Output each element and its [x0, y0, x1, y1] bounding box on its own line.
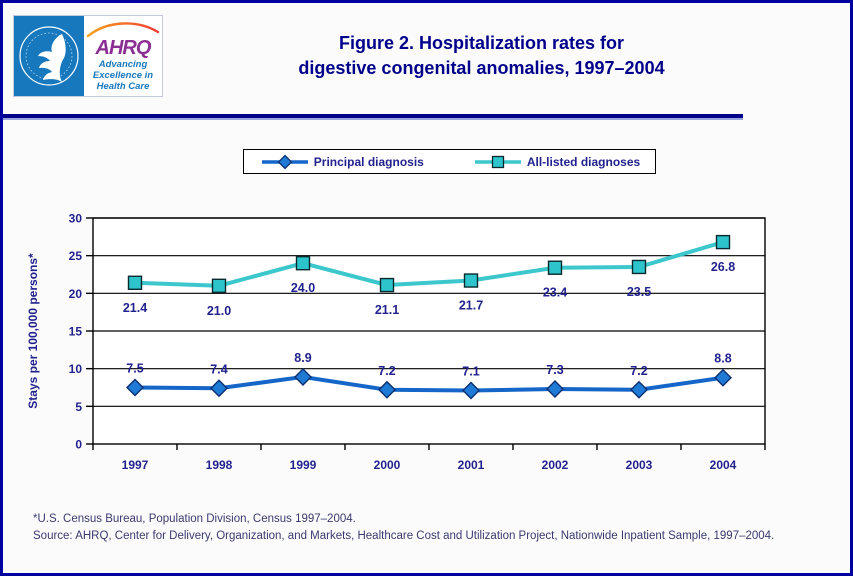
data-label: 7.4 [210, 362, 227, 376]
y-tick-label: 30 [69, 212, 83, 226]
ahrq-logo: AHRQ Advancing Excellence in Health Care [13, 15, 163, 97]
data-label: 26.8 [711, 260, 735, 274]
data-label: 7.2 [378, 364, 395, 378]
data-point-marker [379, 277, 395, 293]
y-tick-label: 15 [69, 325, 83, 339]
data-point-marker [127, 275, 143, 290]
data-label: 24.0 [291, 281, 315, 295]
y-tick-label: 10 [69, 362, 83, 376]
chart-legend: Principal diagnosis All-listed diagnoses [243, 149, 656, 174]
x-axis-label: 2002 [542, 458, 569, 472]
series-line [133, 374, 725, 393]
y-tick-label: 5 [75, 400, 82, 414]
series-line [133, 240, 725, 288]
y-tick-label: 20 [69, 287, 83, 301]
data-label: 8.9 [294, 351, 311, 365]
data-point-marker [211, 278, 227, 294]
data-point-marker [378, 380, 396, 399]
hhs-eagle-icon [19, 26, 79, 86]
data-label: 21.0 [207, 304, 231, 318]
data-label: 23.5 [627, 285, 651, 299]
footnote-census: *U.S. Census Bureau, Population Division… [33, 513, 356, 525]
x-axis-label: 2000 [374, 458, 401, 472]
legend-square-marker-icon [474, 155, 521, 168]
legend-label-principal: Principal diagnosis [313, 154, 424, 169]
x-axis-label: 2003 [626, 458, 653, 472]
data-point-marker [126, 378, 144, 397]
x-axis-label: 2004 [710, 458, 737, 472]
hhs-seal-icon [14, 16, 84, 96]
x-axis-label: 1997 [122, 458, 149, 472]
chart-area: 0 5 10 15 20 25 30 1997 1998 1999 2000 2001 2002 2003… [23, 198, 793, 498]
data-label: 21.1 [375, 303, 399, 317]
data-label: 21.4 [123, 301, 147, 315]
data-point-marker [547, 260, 563, 275]
line-chart: 0 5 10 15 20 25 30 1997 1998 1999 2000 2001 2002 2003… [26, 212, 766, 472]
data-label: 23.4 [543, 286, 567, 300]
x-axis-label: 1999 [290, 458, 317, 472]
data-label: 7.2 [630, 364, 647, 378]
footnotes: *U.S. Census Bureau, Population Division… [33, 511, 833, 544]
ahrq-logo-text: AHRQ Advancing Excellence in Health Care [84, 16, 162, 96]
figure-title-line1: Figure 2. Hospitalization rates for [338, 33, 625, 53]
data-label: 7.3 [546, 363, 563, 377]
data-label: 7.5 [126, 362, 143, 376]
legend-item-principal: Principal diagnosis [259, 154, 424, 170]
data-label: 8.8 [714, 352, 731, 366]
ahrq-tagline: Advancing Excellence in Health Care [92, 59, 154, 92]
footnote-source: Source: AHRQ, Center for Delivery, Organ… [33, 529, 775, 542]
data-label: 21.7 [459, 299, 483, 313]
data-point-marker [462, 381, 480, 400]
legend-item-all-listed: All-listed diagnoses [472, 154, 640, 170]
figure-title-line2: digestive congenital anomalies, 1997–200… [298, 58, 665, 79]
data-label: 7.1 [462, 365, 479, 379]
legend-label-all-listed: All-listed diagnoses [526, 154, 641, 169]
data-point-marker [295, 256, 311, 271]
data-point-marker [715, 234, 731, 250]
y-axis-title: Stays per 100,000 persons* [26, 253, 40, 409]
data-point-marker [714, 368, 732, 387]
y-tick-label: 0 [75, 438, 82, 452]
y-tick-label: 25 [69, 249, 83, 263]
ahrq-acronym: AHRQ [95, 37, 152, 59]
data-point-marker [546, 380, 564, 398]
data-point-marker [210, 379, 228, 398]
x-axis-label: 2001 [458, 458, 485, 472]
data-point-marker [463, 273, 479, 288]
x-axis-label: 1998 [206, 458, 233, 472]
data-point-marker [294, 367, 312, 386]
header-divider [3, 114, 743, 120]
data-point-marker [630, 380, 648, 399]
figure-title: Figure 2. Hospitalization rates for dige… [173, 31, 790, 81]
ahrq-swoosh-icon [86, 22, 160, 38]
data-point-marker [631, 259, 647, 275]
legend-diamond-marker-icon [261, 154, 308, 169]
